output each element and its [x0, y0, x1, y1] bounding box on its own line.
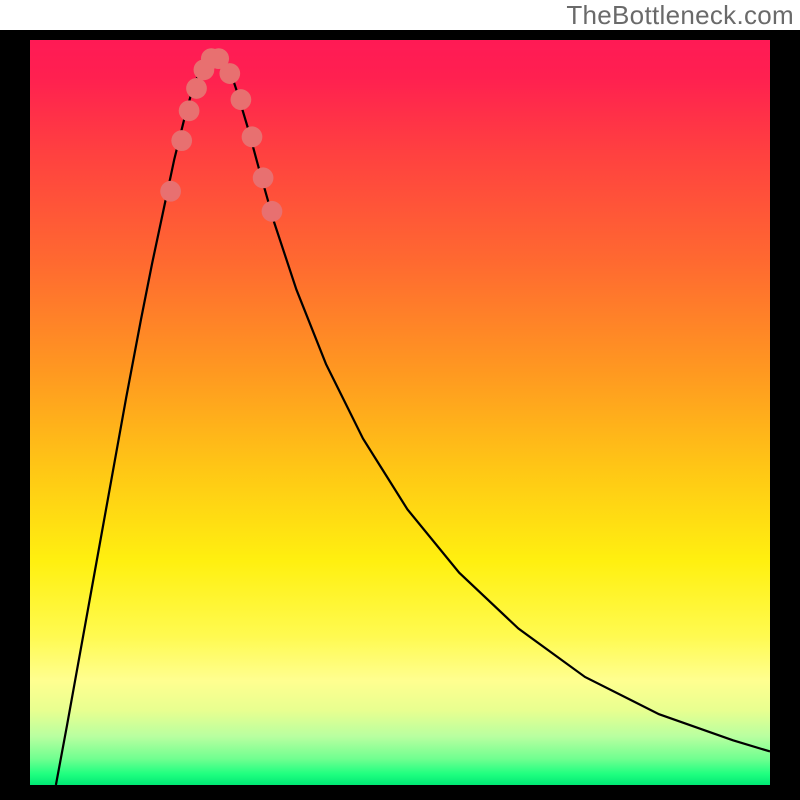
right-curve-path: [215, 53, 770, 751]
curve-layer: [30, 40, 770, 785]
chart-stage: TheBottleneck.com: [0, 0, 800, 800]
marker-dot: [186, 78, 207, 99]
marker-dot: [262, 201, 283, 222]
marker-dot: [179, 100, 200, 121]
marker-dot: [171, 130, 192, 151]
left-curve-path: [56, 53, 215, 785]
watermark-text: TheBottleneck.com: [566, 0, 794, 31]
marker-dot: [253, 167, 274, 188]
marker-group: [160, 48, 282, 222]
marker-dot: [219, 63, 240, 84]
marker-dot: [160, 181, 181, 202]
marker-dot: [242, 126, 263, 147]
plot-area: [30, 40, 770, 785]
marker-dot: [231, 89, 252, 110]
